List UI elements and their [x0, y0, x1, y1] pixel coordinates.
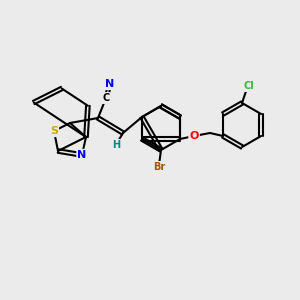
Text: C: C [102, 93, 110, 103]
Text: S: S [50, 126, 58, 136]
Text: N: N [105, 79, 115, 89]
Text: N: N [77, 150, 87, 160]
Text: Br: Br [153, 162, 165, 172]
Text: O: O [189, 131, 199, 141]
Text: Cl: Cl [244, 81, 254, 91]
Text: H: H [112, 140, 120, 150]
